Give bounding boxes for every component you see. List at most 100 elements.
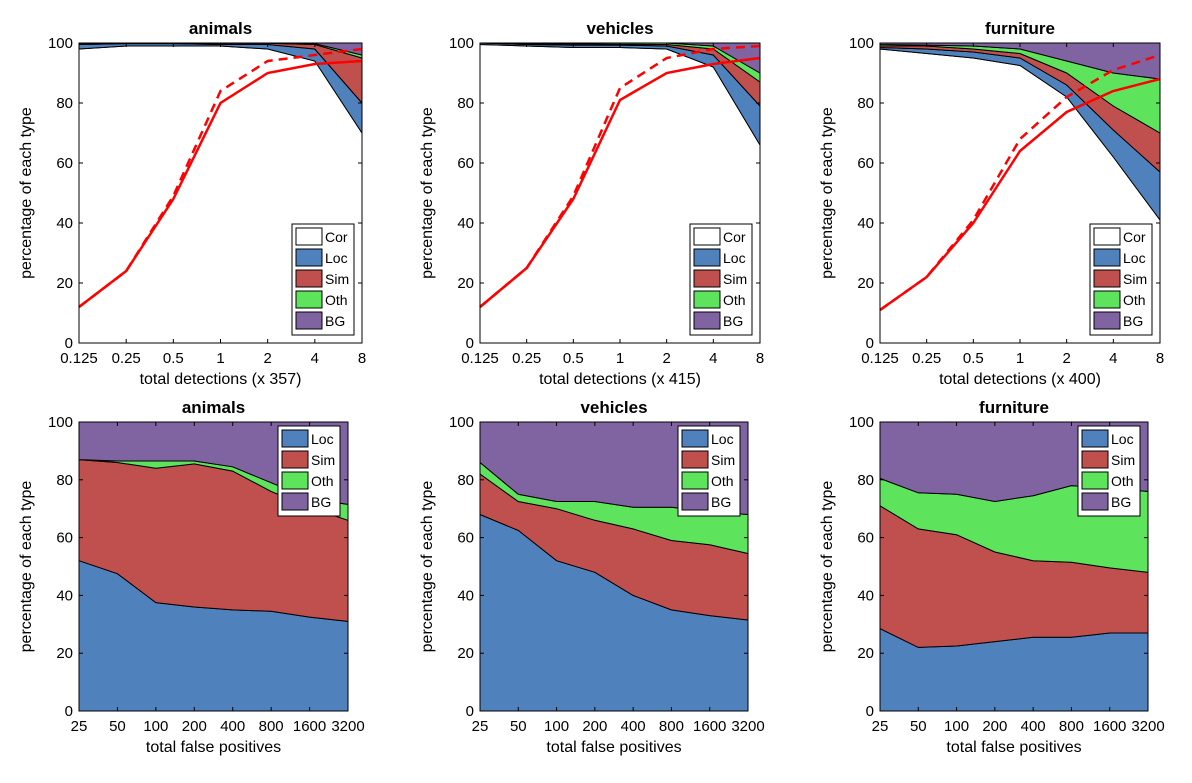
legend-swatch-sim: [295, 269, 323, 288]
chart-panel: 0 20 40 60 80 100 25 50 100 200 400 800 1600 3200 anim…: [18, 398, 365, 756]
recall-line-dashed: [78, 47, 363, 308]
x-tick-label: 100: [143, 718, 168, 735]
x-tick-label: 100: [944, 718, 969, 735]
y-tick-label: 20: [457, 645, 474, 662]
legend-label-loc: Loc: [325, 250, 348, 266]
x-tick-label: 50: [910, 718, 927, 735]
x-tick-label: 800: [1059, 718, 1084, 735]
legend-swatch-oth: [1081, 471, 1109, 490]
x-tick-label: 25: [872, 718, 889, 735]
y-axis-label: percentage of each type: [18, 481, 35, 653]
x-axis-label: total false positives: [146, 739, 281, 756]
x-tick-label: 0.5: [963, 350, 984, 367]
legend-label-oth: Oth: [311, 473, 334, 489]
x-tick-label: 0.125: [861, 350, 899, 367]
y-tick-label: 80: [857, 472, 874, 489]
legend-label-cor: Cor: [1123, 229, 1146, 245]
legend-label-cor: Cor: [723, 229, 746, 245]
x-tick-label: 0.25: [512, 350, 541, 367]
x-tick-label: 2: [662, 350, 670, 367]
chart-panel: 0 20 40 60 80 100 0.125 0.25 0.5 1 2 4 8 furniture tot…: [819, 19, 1164, 388]
chart-title: animals: [189, 19, 252, 38]
recall-line-dashed: [479, 44, 761, 308]
x-tick-label: 1: [216, 350, 224, 367]
legend-label-cor: Cor: [325, 229, 348, 245]
x-tick-label: 8: [358, 350, 366, 367]
x-axis-label: total detections (x 400): [939, 371, 1101, 388]
legend-label-loc: Loc: [723, 250, 746, 266]
legend-swatch-sim: [1093, 269, 1121, 288]
legend-label-bg: BG: [1111, 494, 1131, 510]
legend-label-oth: Oth: [325, 292, 348, 308]
axes-box: [479, 421, 749, 712]
x-tick-label: 800: [259, 718, 284, 735]
y-tick-label: 80: [457, 472, 474, 489]
chart-panel: 0 20 40 60 80 100 25 50 100 200 400 800 1600 3200 vehi…: [419, 398, 765, 756]
legend-label-sim: Sim: [723, 271, 747, 287]
legend-swatch-sim: [681, 450, 709, 469]
y-tick-label: 0: [65, 703, 73, 720]
legend-swatch-bg: [1093, 311, 1121, 330]
x-axis-label: total detections (x 415): [539, 371, 701, 388]
legend-label-bg: BG: [1123, 313, 1143, 329]
y-tick-label: 20: [56, 645, 73, 662]
x-tick-label: 0.25: [912, 350, 941, 367]
y-tick-label: 100: [849, 414, 874, 431]
y-tick-label: 100: [849, 35, 874, 52]
axes-box: [78, 421, 349, 712]
x-tick-label: 1600: [1093, 718, 1126, 735]
x-axis-label: total false positives: [946, 739, 1081, 756]
x-tick-label: 2: [1062, 350, 1070, 367]
x-tick-label: 400: [220, 718, 245, 735]
legend-swatch-bg: [1081, 492, 1109, 511]
y-tick-label: 100: [449, 35, 474, 52]
legend-swatch-sim: [1081, 450, 1109, 469]
y-tick-label: 60: [857, 155, 874, 172]
y-tick-label: 80: [56, 472, 73, 489]
x-tick-label: 3200: [331, 718, 364, 735]
x-tick-label: 8: [756, 350, 764, 367]
y-tick-label: 60: [457, 155, 474, 172]
x-tick-label: 4: [311, 350, 319, 367]
x-tick-label: 400: [1021, 718, 1046, 735]
x-tick-label: 0.125: [60, 350, 98, 367]
x-tick-label: 3200: [731, 718, 764, 735]
legend-swatch-bg: [681, 492, 709, 511]
legend-label-sim: Sim: [1123, 271, 1147, 287]
y-tick-label: 40: [457, 215, 474, 232]
recall-line-solid: [879, 77, 1161, 312]
x-axis-label: total false positives: [546, 739, 681, 756]
x-tick-label: 0.25: [112, 350, 141, 367]
y-tick-label: 20: [857, 275, 874, 292]
legend-swatch-bg: [281, 492, 309, 511]
axes-box: [879, 421, 1149, 712]
y-tick-label: 40: [56, 215, 73, 232]
chart-title: vehicles: [586, 19, 653, 38]
legend-label-sim: Sim: [311, 452, 335, 468]
y-tick-label: 100: [48, 35, 73, 52]
legend-label-loc: Loc: [1111, 431, 1134, 447]
y-tick-label: 40: [56, 587, 73, 604]
y-tick-label: 0: [866, 703, 874, 720]
legend-label-bg: BG: [723, 313, 743, 329]
legend: Cor Loc Sim Oth BG: [291, 223, 355, 336]
legend-label-bg: BG: [711, 494, 731, 510]
y-tick-label: 60: [56, 530, 73, 547]
legend-swatch-loc: [295, 248, 323, 267]
x-tick-label: 3200: [1131, 718, 1164, 735]
x-tick-label: 4: [1109, 350, 1117, 367]
chart-title: animals: [182, 398, 245, 417]
y-tick-label: 40: [857, 215, 874, 232]
x-tick-label: 8: [1156, 350, 1164, 367]
x-tick-label: 0.125: [461, 350, 499, 367]
legend-swatch-loc: [1081, 429, 1109, 448]
y-tick-label: 0: [466, 703, 474, 720]
legend-swatch-loc: [681, 429, 709, 448]
legend-swatch-bg: [693, 311, 721, 330]
x-tick-label: 200: [582, 718, 607, 735]
y-tick-label: 100: [449, 414, 474, 431]
legend-label-sim: Sim: [325, 271, 349, 287]
x-axis-label: total detections (x 357): [140, 371, 302, 388]
x-tick-label: 0.5: [163, 350, 184, 367]
